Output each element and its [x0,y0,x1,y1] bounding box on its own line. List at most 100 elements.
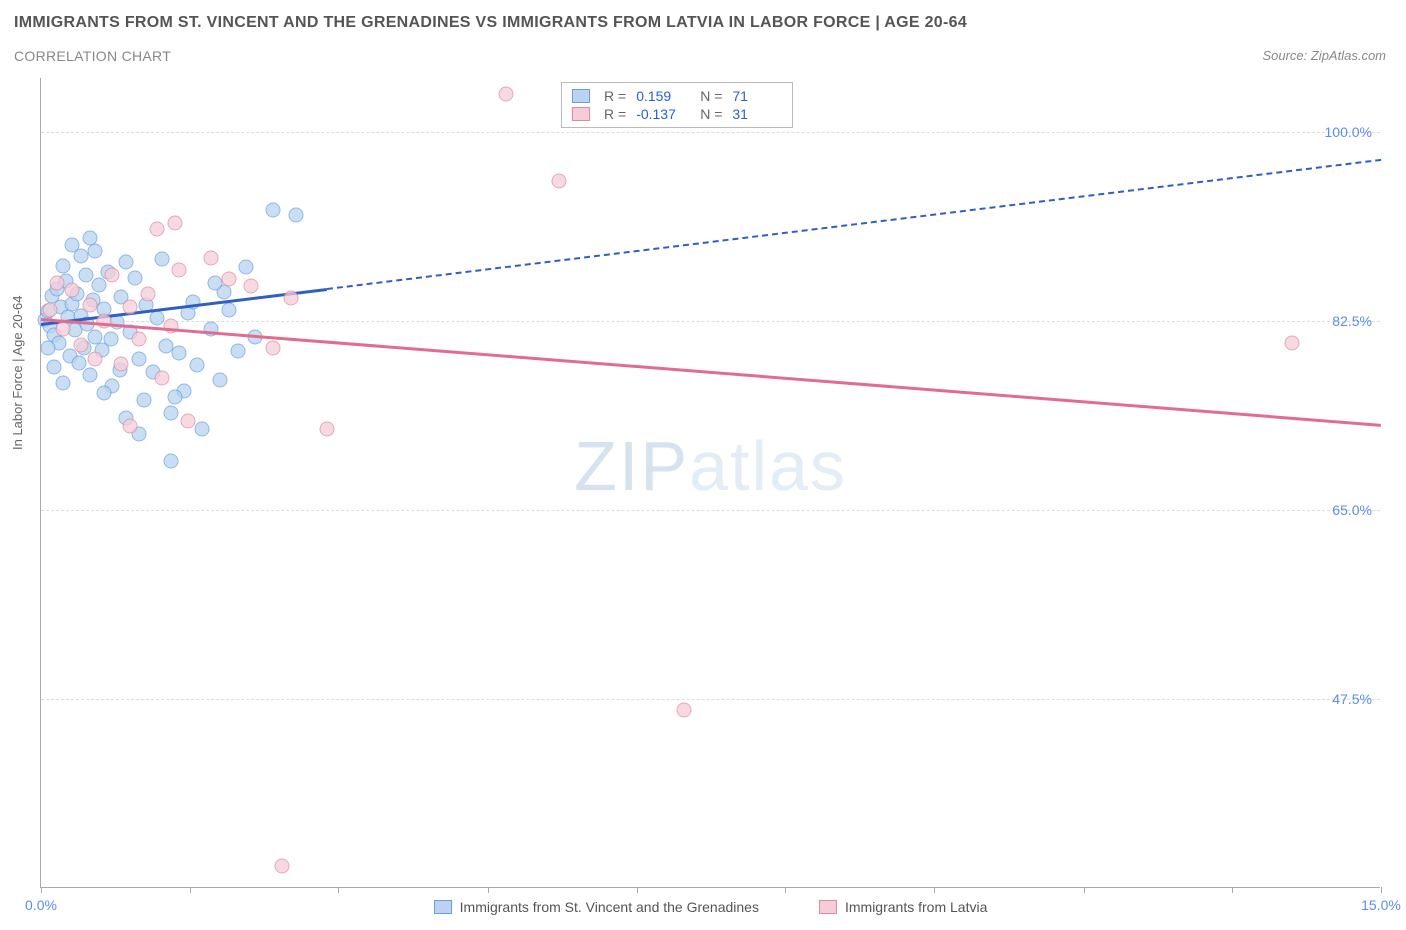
r-label: R = [604,106,626,122]
data-point [190,358,205,373]
data-point [181,414,196,429]
trend-line [327,159,1381,290]
legend-item: Immigrants from St. Vincent and the Gren… [434,899,759,915]
data-point [221,303,236,318]
n-label: N = [700,106,722,122]
x-tick-label-max: 15.0% [1361,897,1401,913]
data-point [56,258,71,273]
data-point [105,267,120,282]
gridline [41,699,1380,700]
data-point [83,297,98,312]
data-point [284,291,299,306]
data-point [203,251,218,266]
n-label: N = [700,88,722,104]
data-point [230,344,245,359]
gridline [41,132,1380,133]
data-point [127,270,142,285]
data-point [47,360,62,375]
legend-swatch [819,900,837,914]
data-point [83,368,98,383]
data-point [150,222,165,237]
legend-swatch [572,107,590,121]
data-point [266,202,281,217]
x-tick [934,887,935,893]
x-tick [190,887,191,893]
data-point [172,263,187,278]
data-point [123,299,138,314]
data-point [498,87,513,102]
data-point [239,260,254,275]
data-point [172,346,187,361]
data-point [266,341,281,356]
data-point [1284,335,1299,350]
legend-label: Immigrants from Latvia [845,899,987,915]
data-point [163,405,178,420]
trend-line [41,318,1381,427]
data-point [319,422,334,437]
y-tick-label: 82.5% [1332,313,1372,329]
r-label: R = [604,88,626,104]
r-value: 0.159 [636,88,686,104]
data-point [50,276,65,291]
data-point [96,386,111,401]
n-value: 71 [732,88,782,104]
watermark-bold: ZIP [574,427,689,505]
source-attribution: Source: ZipAtlas.com [1262,48,1386,63]
data-point [118,254,133,269]
scatter-plot: ZIPatlas R =0.159N =71R =-0.137N =31 Imm… [40,78,1380,888]
correlation-row: R = -0.137 N = 31 [572,105,782,123]
data-point [168,389,183,404]
data-point [677,702,692,717]
data-point [132,332,147,347]
chart-subtitle: CORRELATION CHART [14,48,171,64]
legend-swatch [434,900,452,914]
correlation-legend: R = 0.159 N = 71 R = -0.137 N = 31 [561,82,793,128]
data-point [194,422,209,437]
n-value: 31 [732,106,782,122]
x-tick [41,887,42,893]
data-point [87,351,102,366]
gridline [41,321,1380,322]
legend-item: Immigrants from Latvia [819,899,987,915]
data-point [275,859,290,874]
data-point [114,357,129,372]
watermark: ZIPatlas [574,426,847,506]
y-tick-label: 100.0% [1325,124,1372,140]
data-point [136,392,151,407]
data-point [243,279,258,294]
data-point [154,252,169,267]
legend-label: Immigrants from St. Vincent and the Gren… [460,899,759,915]
data-point [221,271,236,286]
x-tick [1381,887,1382,893]
x-tick-label-min: 0.0% [25,897,57,913]
chart-title: IMMIGRANTS FROM ST. VINCENT AND THE GREN… [14,14,967,32]
data-point [163,454,178,469]
data-point [123,418,138,433]
correlation-row: R = 0.159 N = 71 [572,87,782,105]
y-axis-label: In Labor Force | Age 20-64 [10,296,25,450]
data-point [74,337,89,352]
data-point [42,303,57,318]
x-tick [637,887,638,893]
data-point [41,341,56,356]
data-point [103,332,118,347]
x-tick [1232,887,1233,893]
data-point [56,321,71,336]
y-tick-label: 65.0% [1332,502,1372,518]
gridline [41,510,1380,511]
data-point [154,371,169,386]
data-point [92,278,107,293]
data-point [168,215,183,230]
watermark-thin: atlas [689,427,847,505]
data-point [132,351,147,366]
series-legend: Immigrants from St. Vincent and the Gren… [41,899,1380,915]
r-value: -0.137 [636,106,686,122]
y-tick-label: 47.5% [1332,691,1372,707]
legend-swatch [572,89,590,103]
data-point [65,282,80,297]
data-point [150,310,165,325]
data-point [212,373,227,388]
data-point [552,173,567,188]
data-point [56,375,71,390]
x-tick [785,887,786,893]
